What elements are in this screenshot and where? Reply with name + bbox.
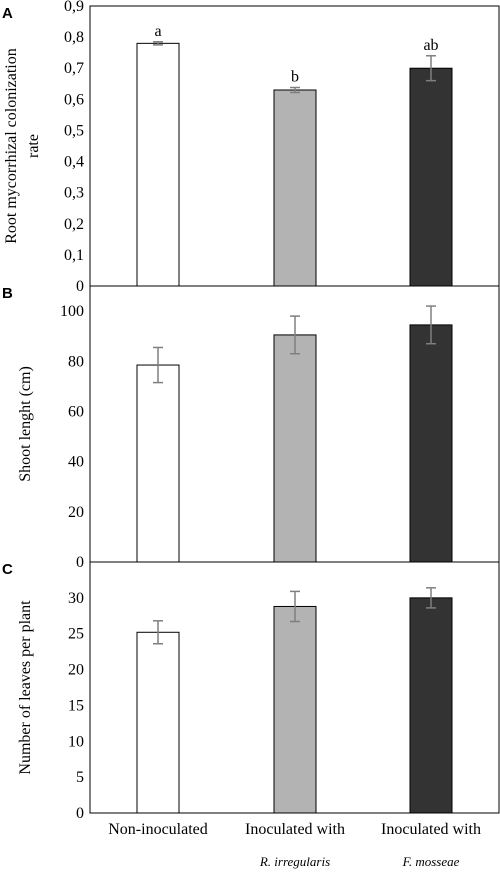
bar — [136, 631, 180, 814]
panels-group: A 0 0,1 0,2 0,3 0,4 0,5 0,6 0,7 0,8 0,9 Root mycorr… — [2, 0, 500, 822]
category-label-3: Inoculated with — [381, 821, 481, 838]
y-tick-label: 20 — [68, 504, 84, 521]
y-tick-label: 0,7 — [64, 60, 84, 77]
y-tick-label: 60 — [68, 403, 84, 420]
category-labels: Non-inoculated Inoculated with R. irregu… — [108, 821, 481, 869]
y-axis-label: Shoot lenght (cm) — [17, 366, 34, 482]
panel-c: C 0 5 10 15 20 25 30 Number of leaves per plant — [2, 561, 500, 822]
category-label-2: Inoculated with — [245, 821, 345, 838]
y-tick-label: 0 — [76, 554, 84, 571]
y-tick-label: 0 — [76, 805, 84, 822]
significance-label: b — [291, 69, 299, 86]
significance-label: ab — [423, 37, 438, 54]
y-tick-label: 30 — [68, 590, 84, 607]
y-tick-label: 0,1 — [64, 247, 84, 264]
y-axis-label: rate — [25, 134, 42, 158]
panel-letter: C — [2, 561, 13, 578]
bar — [273, 605, 317, 814]
bar — [136, 42, 180, 287]
y-tick-label: 25 — [68, 626, 84, 643]
bar — [409, 67, 453, 287]
y-tick-label: 40 — [68, 454, 84, 471]
y-tick-label: 0,4 — [64, 154, 84, 171]
y-tick-label: 5 — [76, 769, 84, 786]
y-tick-label: 0,5 — [64, 122, 84, 139]
panel-a: A 0 0,1 0,2 0,3 0,4 0,5 0,6 0,7 0,8 0,9 Root mycorr… — [2, 0, 500, 295]
y-axis-label: Root mycorrhizal colonization — [3, 48, 20, 244]
y-tick-label: 0,8 — [64, 29, 84, 46]
y-tick-label: 0,3 — [64, 185, 84, 202]
bar — [273, 89, 317, 287]
y-tick-label: 100 — [60, 303, 84, 320]
bar — [409, 597, 453, 814]
y-tick-label: 0 — [76, 278, 84, 295]
category-species-2: R. irregularis — [259, 854, 330, 869]
bar — [136, 364, 180, 563]
y-tick-label: 15 — [68, 697, 84, 714]
panel-letter: B — [2, 285, 13, 302]
y-tick-label: 0,6 — [64, 91, 84, 108]
category-label-1: Non-inoculated — [108, 821, 208, 838]
y-tick-label: 0,9 — [64, 0, 84, 15]
y-axis-label: Number of leaves per plant — [17, 600, 34, 775]
panel-b: B 0 20 40 60 80 100 Shoot lenght (cm) — [2, 285, 500, 571]
significance-label: a — [154, 23, 161, 40]
y-tick-label: 20 — [68, 662, 84, 679]
y-tick-label: 80 — [68, 353, 84, 370]
bar — [273, 334, 317, 563]
y-tick-label: 10 — [68, 733, 84, 750]
category-species-3: F. mosseae — [402, 854, 460, 869]
panel-letter: A — [2, 5, 13, 22]
bar — [409, 324, 453, 563]
y-tick-label: 0,2 — [64, 216, 84, 233]
